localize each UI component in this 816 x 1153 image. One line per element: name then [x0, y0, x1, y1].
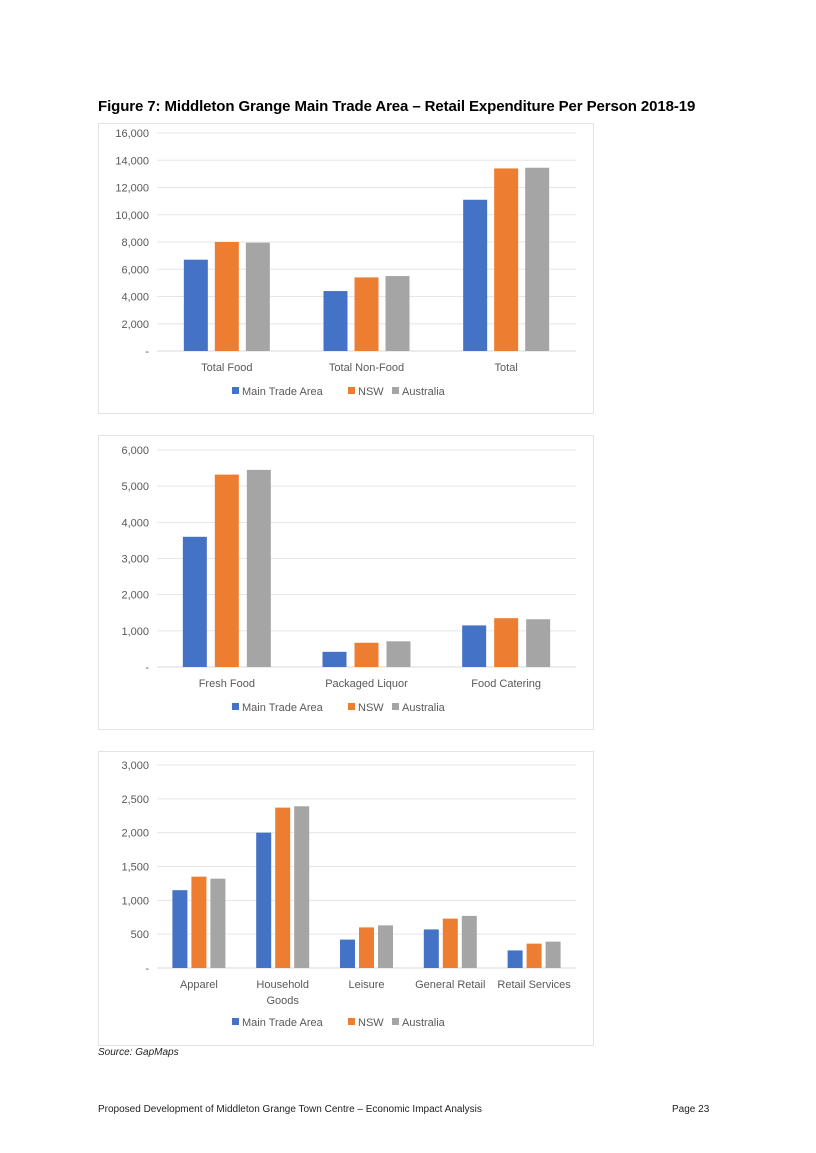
- y-tick-label: 5,000: [121, 481, 149, 493]
- y-tick-label: 14,000: [115, 155, 149, 167]
- y-tick-label: 2,000: [121, 590, 149, 602]
- legend-label: NSW: [358, 1017, 384, 1029]
- bar-australia: [210, 878, 226, 968]
- legend-label: NSW: [358, 702, 384, 714]
- y-tick-label: 3,000: [121, 554, 149, 566]
- y-tick-label: 2,500: [121, 794, 149, 806]
- bar-nsw: [442, 918, 458, 968]
- bar-main-trade-area: [323, 291, 348, 351]
- legend-label: Main Trade Area: [242, 702, 324, 714]
- y-tick-label: 1,000: [121, 895, 149, 907]
- x-tick-label: Retail Services: [497, 979, 571, 991]
- chart-svg: - 2,000 4,000 6,000 8,000 10,000 12,000 14,000 1…: [115, 128, 576, 398]
- legend-swatch: [392, 703, 399, 710]
- legend-label: Australia: [402, 386, 446, 398]
- y-tick-label: 4,000: [121, 517, 149, 529]
- y-tick-label: 2,000: [121, 319, 149, 331]
- source-note: Source: GapMaps: [98, 1047, 179, 1058]
- y-tick-label: 1,000: [121, 626, 149, 638]
- y-tick-label: 8,000: [121, 237, 149, 249]
- bar-australia: [526, 619, 551, 667]
- x-tick-label: Household: [256, 979, 309, 991]
- legend-swatch: [348, 703, 355, 710]
- bar-main-trade-area: [183, 259, 208, 351]
- legend-label: Australia: [402, 1017, 446, 1029]
- bar-nsw: [214, 242, 239, 351]
- bar-main-trade-area: [172, 890, 188, 968]
- legend-swatch: [348, 1018, 355, 1025]
- y-tick-label: 10,000: [115, 210, 149, 222]
- chart-non-food-categories: - 500 1,000 1,500 2,000 2,500 3,000 Apparel Hous…: [98, 751, 594, 1046]
- x-tick-label: Fresh Food: [199, 678, 255, 690]
- bar-main-trade-area: [340, 939, 355, 968]
- bar-australia: [385, 276, 410, 351]
- legend-label: Main Trade Area: [242, 386, 324, 398]
- legend-swatch: [232, 703, 239, 710]
- x-tick-label: Goods: [266, 995, 299, 1007]
- chart-svg: - 1,000 2,000 3,000 4,000 5,000 6,000 Fresh Foo…: [121, 445, 576, 714]
- bar-nsw: [526, 943, 542, 968]
- x-tick-label: Apparel: [180, 979, 218, 991]
- bar-main-trade-area: [462, 625, 487, 667]
- y-tick-label: -: [145, 346, 149, 358]
- bar-nsw: [494, 168, 519, 351]
- legend-swatch: [232, 1018, 239, 1025]
- bar-nsw: [354, 277, 379, 351]
- y-tick-label: 16,000: [115, 128, 149, 140]
- bar-main-trade-area: [182, 536, 207, 667]
- y-tick-label: 2,000: [121, 828, 149, 840]
- figure-title: Figure 7: Middleton Grange Main Trade Ar…: [98, 98, 696, 115]
- chart-expenditure-totals: - 2,000 4,000 6,000 8,000 10,000 12,000 14,000 1…: [98, 123, 594, 414]
- legend-label: NSW: [358, 386, 384, 398]
- bar-australia: [386, 641, 411, 667]
- x-tick-label: Total: [495, 362, 518, 374]
- y-tick-label: -: [145, 963, 149, 975]
- y-tick-label: 500: [131, 929, 149, 941]
- y-tick-label: 12,000: [115, 183, 149, 195]
- bar-nsw: [494, 618, 519, 667]
- footer-page-number: Page 23: [672, 1104, 710, 1115]
- bar-australia: [294, 806, 310, 968]
- chart-svg: - 500 1,000 1,500 2,000 2,500 3,000 Apparel Hous…: [121, 760, 576, 1029]
- legend-label: Main Trade Area: [242, 1017, 324, 1029]
- bar-australia: [378, 925, 393, 968]
- bar-nsw: [191, 876, 207, 968]
- bar-nsw: [354, 642, 379, 667]
- x-tick-label: Leisure: [348, 979, 384, 991]
- bar-nsw: [214, 474, 239, 667]
- bar-main-trade-area: [322, 651, 347, 667]
- legend-swatch: [392, 387, 399, 394]
- y-tick-label: -: [145, 662, 149, 674]
- y-tick-label: 1,500: [121, 862, 149, 874]
- bar-australia: [545, 941, 561, 968]
- chart-food-categories: - 1,000 2,000 3,000 4,000 5,000 6,000 Fresh Foo…: [98, 435, 594, 730]
- bar-main-trade-area: [463, 199, 488, 351]
- x-tick-label: Total Food: [201, 362, 252, 374]
- bar-main-trade-area: [256, 832, 272, 968]
- x-tick-label: General Retail: [415, 979, 485, 991]
- bar-australia: [246, 469, 271, 667]
- bar-nsw: [275, 807, 291, 968]
- bar-nsw: [359, 927, 374, 968]
- y-tick-label: 3,000: [121, 760, 149, 772]
- bar-australia: [245, 242, 270, 351]
- x-tick-label: Food Catering: [471, 678, 541, 690]
- footer-document-title: Proposed Development of Middleton Grange…: [98, 1104, 482, 1115]
- bar-australia: [525, 167, 550, 351]
- x-tick-label: Total Non-Food: [329, 362, 404, 374]
- y-tick-label: 4,000: [121, 292, 149, 304]
- bar-main-trade-area: [507, 950, 523, 968]
- legend-swatch: [232, 387, 239, 394]
- x-tick-label: Packaged Liquor: [325, 678, 408, 690]
- bar-australia: [461, 915, 477, 968]
- y-tick-label: 6,000: [121, 264, 149, 276]
- y-tick-label: 6,000: [121, 445, 149, 457]
- legend-swatch: [392, 1018, 399, 1025]
- legend-swatch: [348, 387, 355, 394]
- bar-main-trade-area: [423, 929, 439, 968]
- legend-label: Australia: [402, 702, 446, 714]
